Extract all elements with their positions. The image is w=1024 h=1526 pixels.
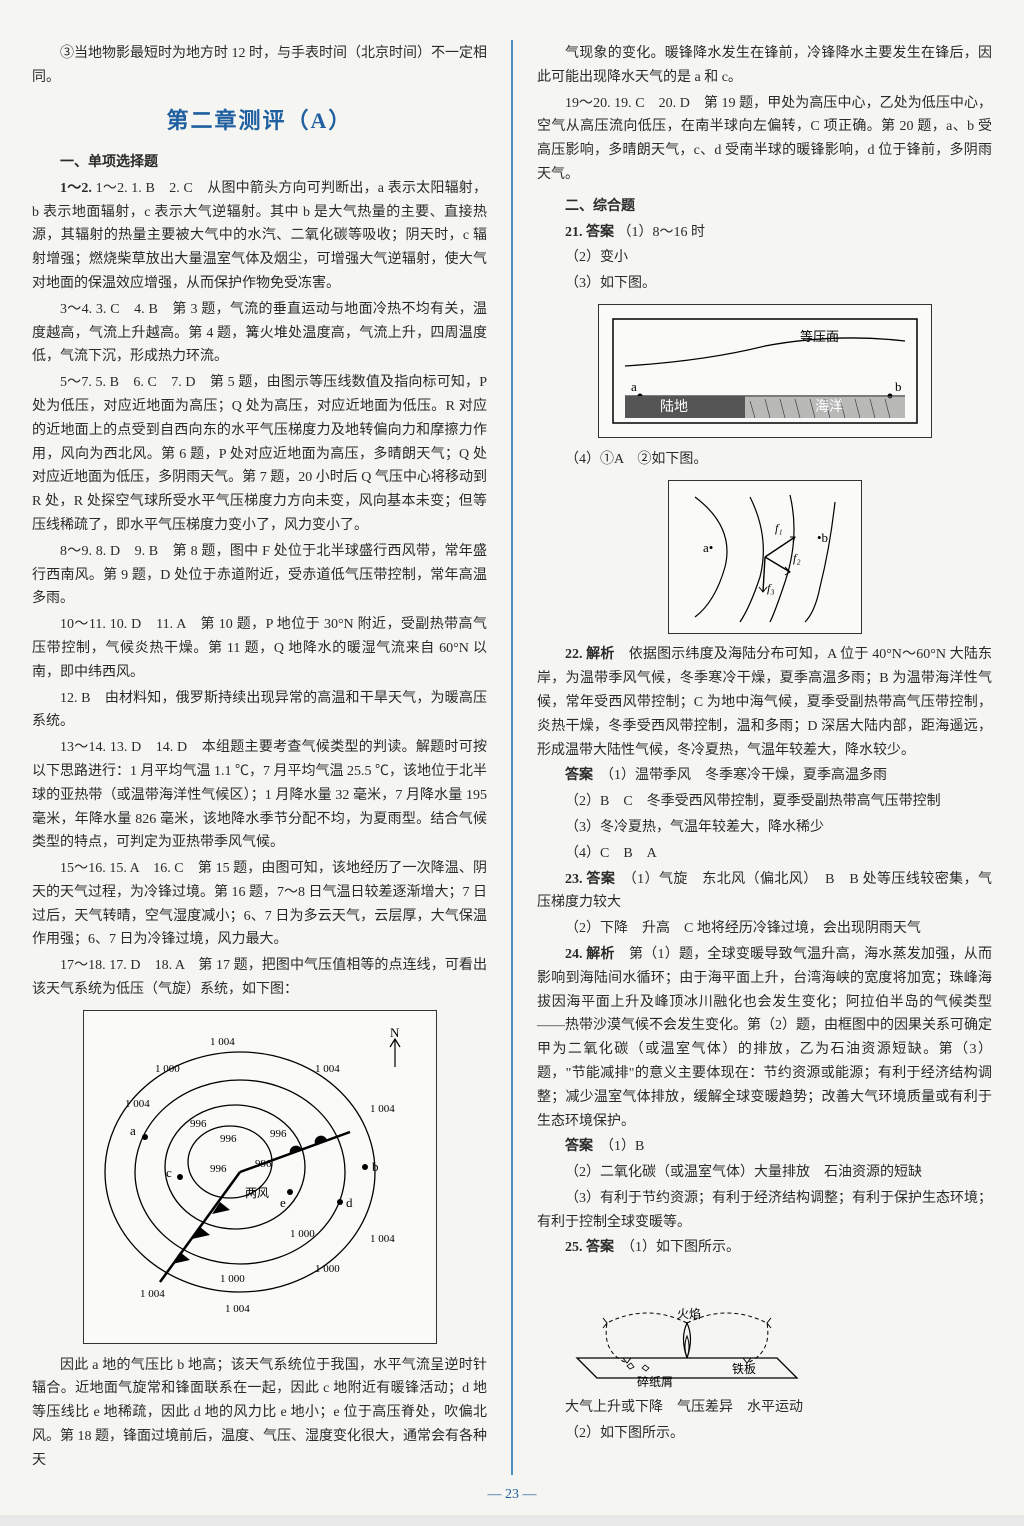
svg-text:N: N (390, 1025, 400, 1040)
q-label: 1～2. (60, 181, 92, 196)
right-top-para: 气现象的变化。暖锋降水发生在锋前，冷锋降水主要发生在锋后，因此可能出现降水天气的… (537, 42, 992, 90)
chapter-title: 第二章测评（A） (32, 102, 487, 139)
svg-text:f₃: f₃ (767, 581, 775, 595)
q21-3: （3）如下图。 (537, 272, 992, 296)
svg-text:1 000: 1 000 (220, 1273, 245, 1285)
svg-text:a: a (130, 1123, 136, 1138)
svg-text:b: b (372, 1159, 379, 1174)
svg-text:•b: •b (817, 530, 828, 545)
q25-caption: 大气上升或下降 气压差异 水平运动 (537, 1396, 992, 1420)
svg-text:1 000: 1 000 (315, 1263, 340, 1275)
answer-15-16: 15～16. 15. A 16. C 第 15 题，由图可知，该地经历了一次降温… (32, 857, 487, 952)
svg-text:海洋: 海洋 (815, 399, 843, 415)
q21-2: （2）变小 (537, 246, 992, 270)
force-diagram: a• •b f₁ f₂ f₃ (668, 480, 862, 634)
top-para: ③当地物影最短时为地方时 12 时，与手表时间（北京时间）不一定相同。 (32, 42, 487, 90)
flame-diagram: 火焰 碎纸屑 铁板 (537, 1268, 817, 1388)
answer-1-2: 1～2. 1～2. 1. B 2. C 从图中箭头方向可判断出，a 表示太阳辐射… (32, 177, 487, 296)
answer-17-18-after: 因此 a 地的气压比 b 地高；该天气系统位于我国，水平气流呈逆时针辐合。近地面… (32, 1354, 487, 1473)
isobar-map: N (83, 1010, 437, 1344)
q22-ans2: （2）B C 冬季受西风带控制，夏季受副热带高气压带控制 (537, 790, 992, 814)
page-number: — 23 — (488, 1487, 537, 1503)
left-column: ③当地物影最短时为地方时 12 时，与手表时间（北京时间）不一定相同。 第二章测… (32, 40, 487, 1475)
q25: 25. 答案 （1）如下图所示。 (537, 1236, 992, 1260)
land-ocean-diagram: 等压面 a b 陆地 (598, 304, 932, 438)
svg-text:996: 996 (220, 1133, 237, 1145)
svg-text:996: 996 (255, 1158, 272, 1170)
q21-4: （4）①A ②如下图。 (537, 448, 992, 472)
answer-3-4: 3～4. 3. C 4. B 第 3 题，气流的垂直运动与地面冷热不均有关，温度… (32, 298, 487, 369)
svg-text:1 004: 1 004 (225, 1303, 250, 1315)
svg-text:等压面: 等压面 (800, 329, 839, 344)
svg-text:f₁: f₁ (775, 521, 783, 535)
section-1-heading: 一、单项选择题 (32, 151, 487, 175)
q24-ans3: （3）有利于节约资源；有利于经济结构调整；有利于保护生态环境；有利于控制全球变暖… (537, 1187, 992, 1235)
answer-8-9: 8～9. 8. D 9. B 第 8 题，图中 F 处位于北半球盛行西风带，常年… (32, 540, 487, 611)
svg-text:铁板: 铁板 (732, 1362, 756, 1376)
svg-text:1 004: 1 004 (315, 1063, 340, 1075)
answer-19-20: 19～20. 19. C 20. D 第 19 题，甲处为高压中心，乙处为低压中… (537, 92, 992, 187)
svg-text:a: a (631, 379, 637, 394)
svg-text:1 004: 1 004 (370, 1233, 395, 1245)
svg-text:碎纸屑: 碎纸屑 (637, 1374, 673, 1388)
answer-5-7: 5～7. 5. B 6. C 7. D 第 5 题，由图示等压线数值及指向标可知… (32, 371, 487, 538)
svg-text:火焰: 火焰 (677, 1306, 701, 1321)
page-container: ③当地物影最短时为地方时 12 时，与手表时间（北京时间）不一定相同。 第二章测… (0, 0, 1024, 1515)
q22-ans4: （4）C B A (537, 842, 992, 866)
svg-text:a•: a• (703, 540, 713, 555)
svg-text:1 000: 1 000 (155, 1063, 180, 1075)
right-column: 气现象的变化。暖锋降水发生在锋前，冷锋降水主要发生在锋后，因此可能出现降水天气的… (537, 40, 992, 1475)
svg-text:1 004: 1 004 (125, 1098, 150, 1110)
flame-figure: 火焰 碎纸屑 铁板 (537, 1268, 992, 1388)
svg-text:996: 996 (210, 1163, 227, 1175)
svg-text:c: c (166, 1165, 172, 1180)
q22-ans: 答案 （1）温带季风 冬季寒冷干燥，夏季高温多雨 (537, 764, 992, 788)
svg-text:e: e (280, 1195, 286, 1210)
svg-text:1 004: 1 004 (140, 1288, 165, 1300)
q24: 24. 解析 第（1）题，全球变暖导致气温升高，海水蒸发加强，从而影响到海陆间水… (537, 943, 992, 1133)
svg-text:1 004: 1 004 (210, 1036, 235, 1048)
q23: 23. 答案 （1）气旋 东北风（偏北风） B B 处等压线较密集，气压梯度力较… (537, 868, 992, 916)
column-divider (511, 40, 513, 1475)
section-2-heading: 二、综合题 (537, 195, 992, 219)
q21: 21. 答案 （1）8～16 时 (537, 221, 992, 245)
svg-text:d: d (346, 1195, 353, 1210)
q24-ans: 答案 （1）B (537, 1135, 992, 1159)
svg-text:996: 996 (270, 1128, 287, 1140)
q24-ans2: （2）二氧化碳（或温室气体）大量排放 石油资源的短缺 (537, 1161, 992, 1185)
force-figure: a• •b f₁ f₂ f₃ (537, 480, 992, 636)
svg-text:f₂: f₂ (793, 551, 801, 565)
answer-10-11: 10～11. 10. D 11. A 第 10 题，P 地位于 30°N 附近，… (32, 613, 487, 684)
svg-text:996: 996 (190, 1118, 207, 1130)
svg-text:1 004: 1 004 (370, 1103, 395, 1115)
isobar-figure: N (32, 1010, 487, 1346)
svg-text:b: b (895, 379, 902, 394)
svg-text:1 000: 1 000 (290, 1228, 315, 1240)
q22-ans3: （3）冬冷夏热，气温年较差大，降水稀少 (537, 816, 992, 840)
q22: 22. 解析 依据图示纬度及海陆分布可知，A 位于 40°N～60°N 大陆东岸… (537, 643, 992, 762)
svg-text:陆地: 陆地 (660, 399, 688, 415)
svg-text:两风: 两风 (245, 1186, 269, 1200)
answer-17-18-intro: 17～18. 17. D 18. A 第 17 题，把图中气压值相等的点连线，可… (32, 954, 487, 1002)
q25-2: （2）如下图所示。 (537, 1422, 992, 1446)
land-ocean-figure: 等压面 a b 陆地 (537, 304, 992, 440)
answer-13-14: 13～14. 13. D 14. D 本组题主要考查气候类型的判读。解题时可按以… (32, 736, 487, 855)
answer-12: 12. B 由材料知，俄罗斯持续出现异常的高温和干旱天气，为暖高压系统。 (32, 687, 487, 735)
q23-2: （2）下降 升高 C 地将经历冷锋过境，会出现阴雨天气 (537, 917, 992, 941)
